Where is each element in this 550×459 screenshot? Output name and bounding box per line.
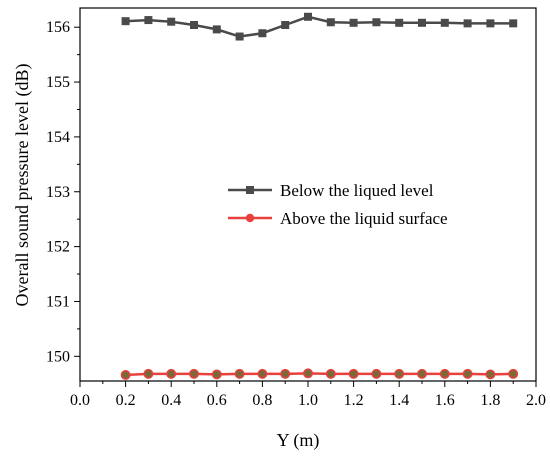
data-point (418, 18, 426, 27)
data-point (304, 12, 312, 21)
data-point (258, 29, 267, 38)
data-point (395, 18, 404, 27)
data-point (462, 368, 473, 379)
x-tick-label: 1.6 (435, 392, 455, 409)
legend-marker (246, 186, 254, 194)
x-axis-title: Y (m) (277, 430, 320, 451)
legend: Below the liqued level Above the liquid s… (228, 181, 448, 228)
data-point (234, 368, 245, 379)
x-tick-label: 2.0 (526, 392, 546, 409)
data-point (485, 369, 496, 380)
series-2 (120, 368, 519, 380)
legend-label: Below the liqued level (280, 181, 434, 200)
data-point (325, 368, 336, 379)
data-point (189, 368, 199, 379)
data-point (349, 18, 358, 27)
data-point (120, 370, 131, 380)
x-tick-label: 0.8 (252, 392, 272, 409)
y-tick-label: 156 (46, 19, 70, 36)
data-point (508, 368, 519, 379)
y-tick-label: 154 (46, 129, 70, 146)
x-tick-label: 1.4 (389, 392, 409, 409)
data-point (440, 18, 449, 27)
x-tick-label: 0.0 (70, 392, 90, 409)
series-layer (120, 12, 519, 380)
x-tick-label: 0.4 (161, 392, 181, 409)
x-tick-label: 1.0 (298, 392, 318, 409)
data-point (212, 25, 221, 34)
data-point (348, 368, 359, 379)
data-point (121, 17, 130, 26)
legend-marker (245, 213, 255, 223)
data-point (371, 368, 382, 379)
data-point (509, 19, 518, 28)
data-point (167, 17, 176, 26)
data-point (144, 16, 153, 25)
data-point (394, 368, 405, 379)
data-point (486, 19, 495, 28)
series-1 (121, 12, 518, 41)
axes: 0.0 0.2 0.4 0.6 0.8 1.0 1.2 1.4 1.6 1.8 2.0 150 151 1… (46, 7, 546, 409)
data-point (372, 18, 381, 27)
x-tick-label: 1.2 (344, 392, 364, 409)
legend-label: Above the liquid surface (280, 209, 448, 228)
data-point (190, 21, 198, 30)
data-point (463, 19, 472, 28)
data-point (166, 368, 177, 379)
y-tick-label: 150 (46, 348, 70, 365)
data-point (280, 368, 291, 379)
x-tick-label: 0.6 (207, 392, 227, 409)
data-point (326, 18, 335, 27)
data-point (257, 368, 268, 379)
y-tick-label: 153 (46, 184, 70, 201)
y-tick-label: 155 (46, 74, 70, 91)
data-point (143, 368, 154, 379)
y-tick-label: 151 (46, 293, 70, 310)
y-tick-label: 152 (46, 239, 70, 256)
data-point (235, 32, 244, 41)
data-point (439, 368, 450, 379)
series-line (125, 15, 514, 38)
data-point (211, 369, 222, 380)
x-tick-label: 1.8 (480, 392, 500, 409)
data-point (417, 368, 427, 379)
series-line (125, 372, 514, 377)
data-point (303, 368, 313, 379)
data-point (281, 21, 290, 30)
y-axis-title: Overall sound pressure level (dB) (12, 64, 33, 307)
x-tick-label: 0.2 (116, 392, 136, 409)
